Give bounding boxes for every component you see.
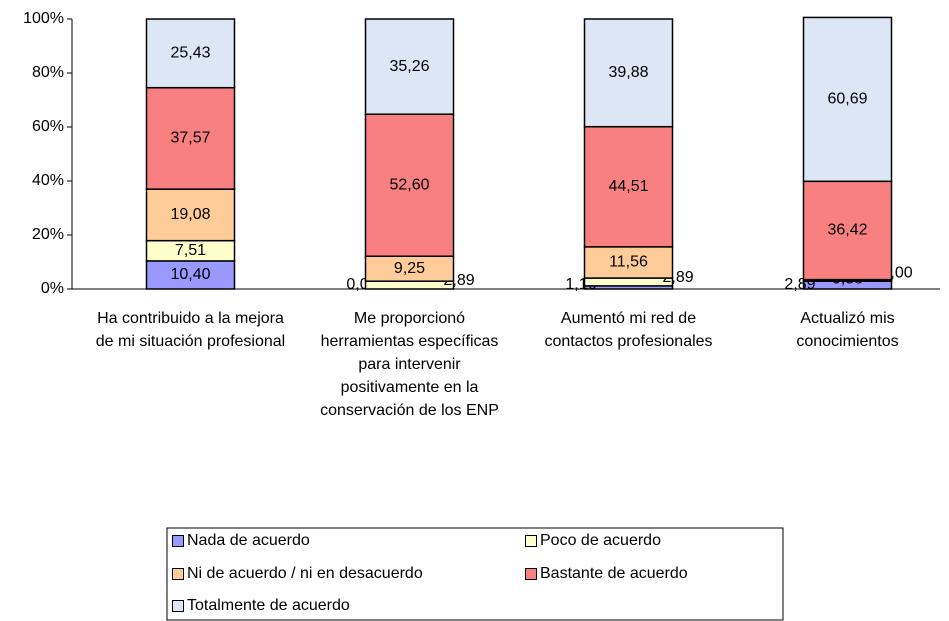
y-tick-label: 40% (32, 172, 64, 189)
x-tick-label: Ha contribuido a la mejora de mi situaci… (95, 310, 286, 350)
bar-segment (364, 280, 455, 290)
bar-segment (145, 18, 236, 89)
legend-label: Bastante de acuerdo (540, 565, 688, 582)
legend-entry: Ni de acuerdo / ni en desacuerdo (172, 564, 423, 584)
bar-segment (364, 113, 455, 257)
value-label: 11,56 (609, 254, 648, 271)
y-tick-label: 0% (41, 280, 64, 297)
y-tick-label: 20% (32, 226, 64, 243)
bar-segment (145, 188, 236, 242)
x-tick-label: Me proporcionó herramientas específicas … (320, 310, 499, 419)
y-tick-label: 80% (32, 64, 64, 81)
value-label: 9,25 (394, 260, 425, 277)
x-tick-label: Actualizó mis conocimientos (796, 310, 899, 350)
value-label: 60,69 (827, 91, 867, 108)
bar-segment (145, 260, 236, 290)
value-label: 36,42 (827, 222, 867, 239)
bar-segment (145, 86, 236, 190)
bar-segment (583, 18, 674, 128)
value-label: 37,57 (170, 130, 210, 147)
bar-segment (364, 255, 455, 282)
value-label: 44,51 (608, 178, 648, 195)
value-label: 39,88 (608, 64, 648, 81)
legend-swatch (172, 600, 184, 612)
bar-segment (364, 18, 455, 115)
legend-entry: Nada de acuerdo (172, 531, 310, 551)
value-label: 35,26 (389, 58, 429, 75)
x-tick-label: Aumentó mi red de contactos profesionale… (544, 310, 713, 350)
legend-label: Ni de acuerdo / ni en desacuerdo (187, 565, 423, 582)
legend-swatch (525, 568, 537, 580)
bar-segment (802, 16, 893, 183)
legend-swatch (172, 568, 184, 580)
legend-swatch (525, 535, 537, 547)
value-label: 52,60 (389, 176, 429, 193)
legend-label: Poco de acuerdo (540, 532, 661, 549)
legend-entry: Poco de acuerdo (525, 531, 661, 551)
legend-label: Totalmente de acuerdo (187, 597, 350, 614)
value-label: 7,51 (175, 242, 206, 259)
y-tick-label: 60% (32, 118, 64, 135)
bar-segment (802, 180, 893, 281)
value-label: 19,08 (170, 206, 210, 223)
legend-swatch (172, 535, 184, 547)
bar-segment (583, 277, 674, 287)
legend-box (166, 527, 784, 621)
value-label: 10,40 (170, 266, 210, 283)
value-label: 25,43 (170, 45, 210, 62)
legend-label: Nada de acuerdo (187, 532, 310, 549)
legend-entry: Bastante de acuerdo (525, 564, 688, 584)
y-tick-label: 100% (23, 10, 64, 27)
bar-segment (583, 125, 674, 248)
legend-entry: Totalmente de acuerdo (172, 596, 350, 616)
